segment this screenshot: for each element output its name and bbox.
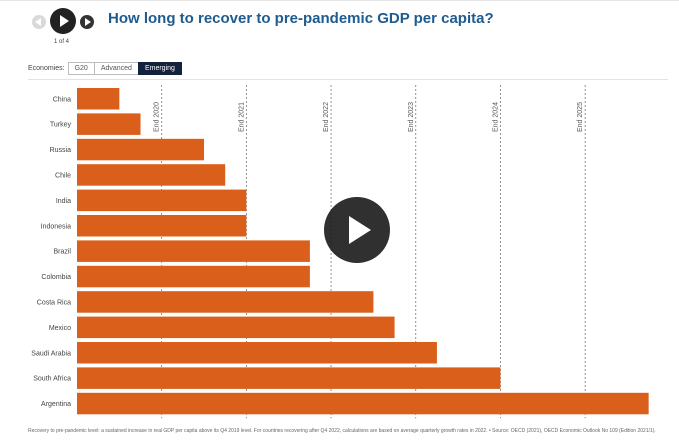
economies-filter: Economies: G20 Advanced Emerging (28, 62, 182, 75)
bar-mexico[interactable] (77, 316, 395, 339)
bar-chile[interactable] (77, 164, 226, 186)
economies-label: Economies: (28, 65, 65, 72)
reference-label-end-2024: End 2024 (492, 102, 499, 132)
bar-india[interactable] (77, 189, 247, 212)
previous-arrow-icon[interactable] (32, 15, 46, 29)
category-label-mexico: Mexico (49, 325, 71, 332)
reference-label-end-2023: End 2023 (408, 102, 415, 132)
category-label-india: India (56, 198, 71, 205)
reference-label-end-2020: End 2020 (154, 102, 161, 132)
bar-argentina[interactable] (77, 392, 649, 415)
toolbar-divider (28, 79, 668, 80)
slide-navigation: 1 of 4 (30, 8, 100, 48)
reference-label-end-2025: End 2025 (577, 102, 584, 132)
category-label-saudi-arabia: Saudi Arabia (31, 350, 71, 357)
top-border (0, 0, 679, 1)
reference-label-end-2022: End 2022 (323, 102, 330, 132)
slide-counter: 1 of 4 (54, 39, 70, 45)
category-label-argentina: Argentina (41, 401, 71, 408)
next-arrow-icon[interactable] (80, 15, 94, 29)
chart-footnote: Recovery to pre-pandemic level: a sustai… (28, 428, 656, 434)
bar-chart: End 2020 End 2021 End 2022 End 2023 End 2024… (31, 85, 649, 419)
bar-costa-rica[interactable] (77, 291, 374, 313)
category-label-costa-rica: Costa Rica (37, 299, 71, 306)
category-label-russia: Russia (50, 147, 72, 154)
category-label-brazil: Brazil (53, 249, 71, 256)
video-play-icon[interactable] (324, 197, 390, 263)
play-icon[interactable] (50, 8, 76, 34)
bar-brazil[interactable] (77, 240, 310, 262)
tab-advanced[interactable]: Advanced (93, 62, 139, 75)
chart-title: How long to recover to pre-pandemic GDP … (108, 10, 494, 27)
tab-g20[interactable]: G20 (67, 62, 95, 75)
bar-saudi-arabia[interactable] (77, 342, 437, 364)
bar-south-africa[interactable] (77, 367, 501, 389)
bar-indonesia[interactable] (77, 215, 247, 237)
category-label-turkey: Turkey (50, 122, 72, 129)
bar-china[interactable] (77, 88, 120, 110)
bar-turkey[interactable] (77, 113, 141, 135)
category-label-china: China (53, 96, 71, 103)
category-label-south-africa: South Africa (33, 376, 71, 383)
category-label-indonesia: Indonesia (41, 223, 71, 230)
tab-emerging[interactable]: Emerging (137, 62, 182, 75)
bar-colombia[interactable] (77, 265, 310, 288)
reference-label-end-2021: End 2021 (238, 102, 245, 132)
category-label-chile: Chile (55, 172, 71, 179)
category-label-colombia: Colombia (41, 274, 71, 281)
bar-russia[interactable] (77, 138, 205, 161)
